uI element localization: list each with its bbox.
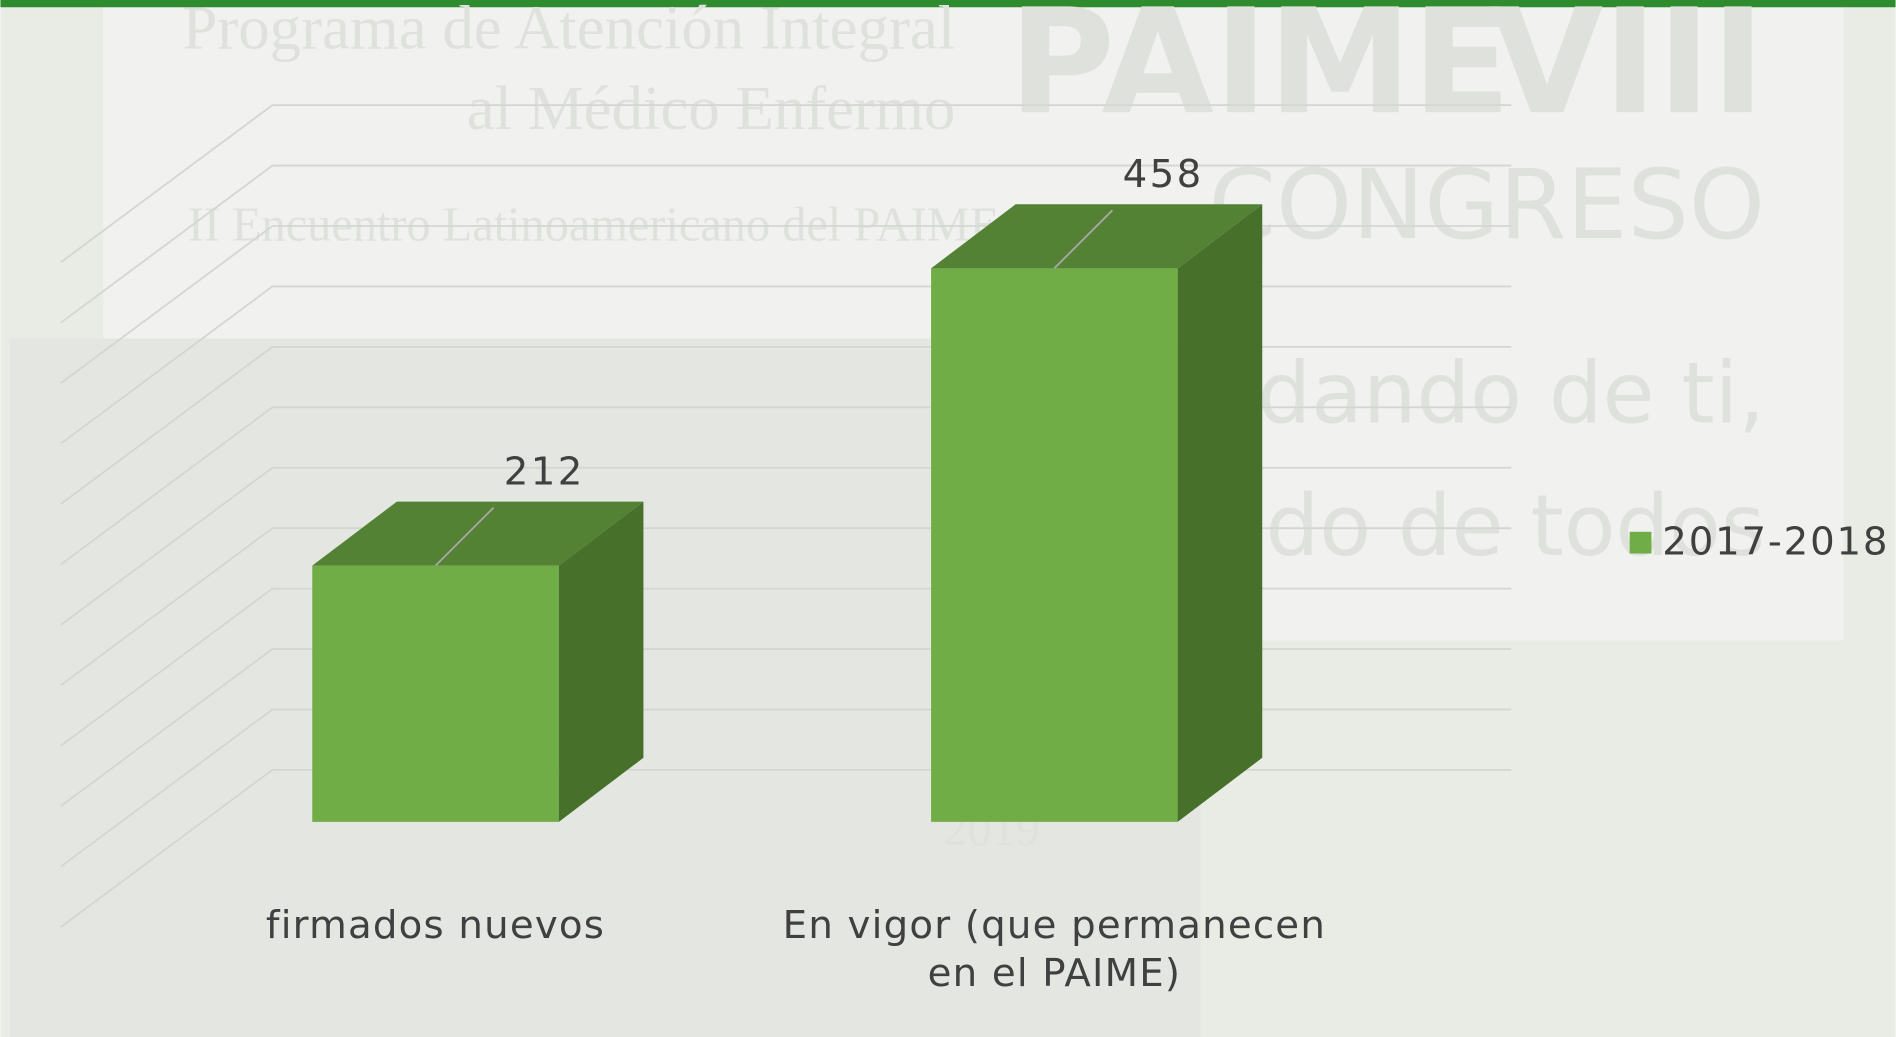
bar-front xyxy=(312,565,559,822)
grid-line xyxy=(60,104,1512,263)
background-text: al Médico Enfermo xyxy=(467,73,955,143)
leader-line xyxy=(1053,209,1114,269)
x-tick-label-box: En vigor (que permanecen en el PAIME) xyxy=(782,901,1327,996)
bar-front xyxy=(931,268,1178,822)
legend-label: 2017-2018 xyxy=(1662,519,1889,564)
x-tick-label: firmados nuevos xyxy=(265,901,606,948)
x-tick-label: En vigor (que permanecen en el PAIME) xyxy=(782,901,1327,996)
data-label: 212 xyxy=(504,449,585,494)
leader-line xyxy=(434,506,495,567)
top-bar xyxy=(0,0,1896,8)
bar-side xyxy=(558,501,644,822)
x-tick-label-box: firmados nuevos xyxy=(265,901,606,948)
bar-top xyxy=(931,204,1263,269)
background-text: VIII xyxy=(1491,0,1765,147)
background-text: PAIME xyxy=(1009,0,1512,147)
bar-side xyxy=(1177,204,1263,822)
bar-top xyxy=(312,501,644,566)
background-text: CONGRESO xyxy=(1208,148,1765,261)
data-label: 458 xyxy=(1123,152,1204,197)
legend-swatch xyxy=(1629,531,1652,554)
background-text: Programa de Atención Integral xyxy=(182,0,955,62)
grid-line xyxy=(60,164,1512,324)
